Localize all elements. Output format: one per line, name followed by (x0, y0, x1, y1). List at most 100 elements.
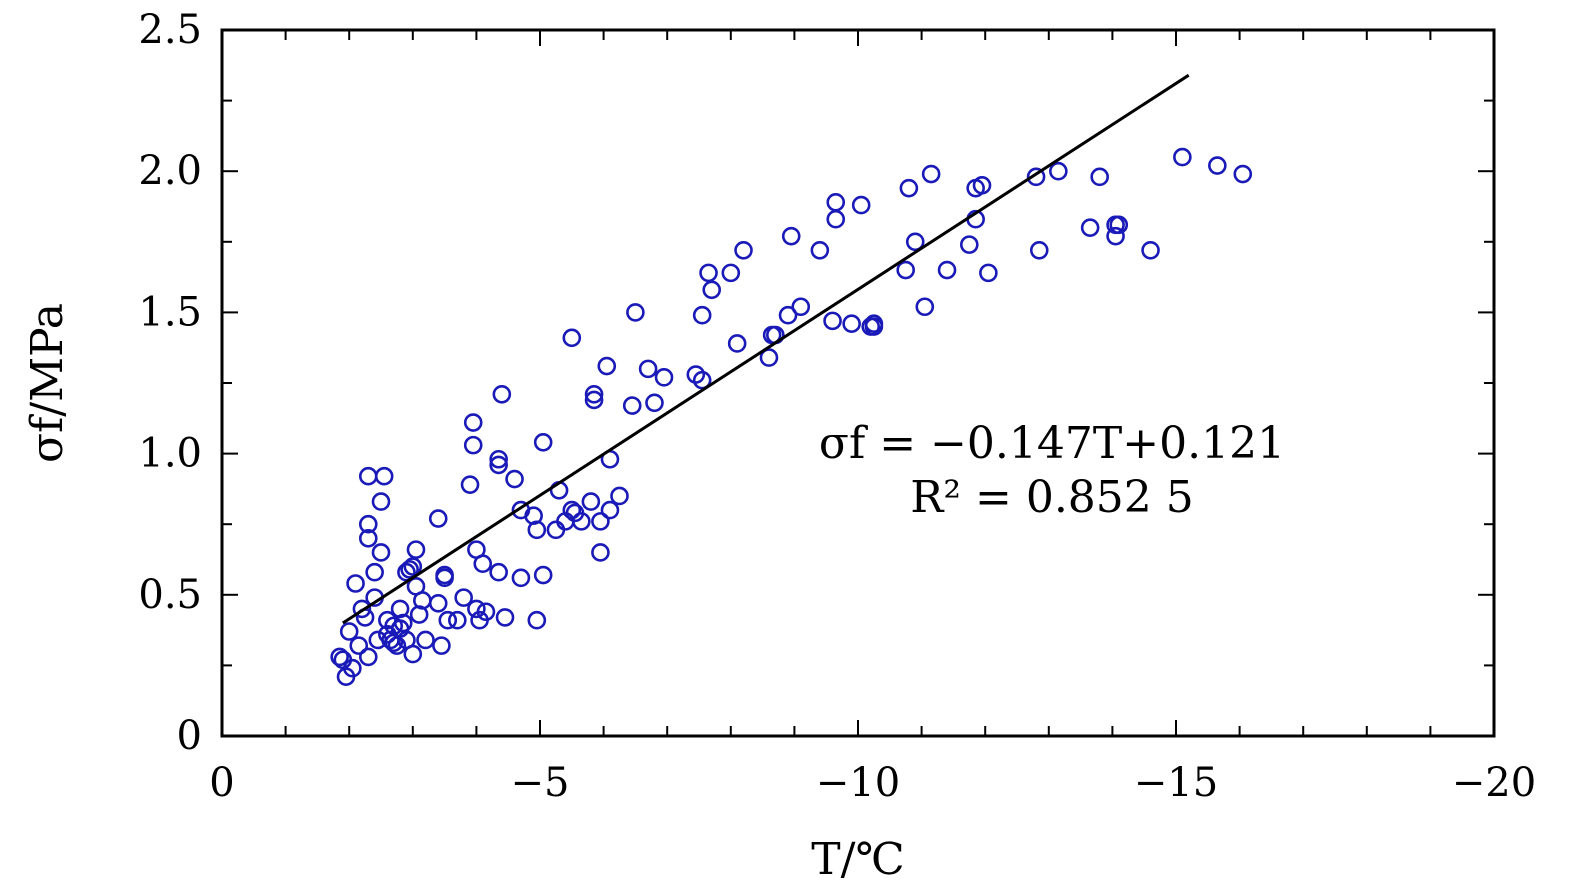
data-point (371, 492, 391, 511)
data-point (489, 449, 508, 469)
data-point (473, 554, 493, 574)
data-point (467, 599, 486, 619)
data-point (358, 647, 378, 667)
data-point (511, 568, 531, 588)
data-point (591, 543, 610, 562)
data-point (454, 588, 473, 607)
data-point (403, 557, 423, 576)
data-point (915, 297, 935, 317)
data-point (428, 509, 448, 528)
data-point (638, 359, 658, 379)
data-point (584, 384, 604, 404)
data-point (778, 305, 798, 325)
annotation-r-squared: R² = 0.852 5 (910, 472, 1194, 523)
data-point (600, 500, 620, 520)
data-point (349, 636, 369, 655)
data-point (416, 630, 435, 650)
data-point (626, 303, 645, 322)
data-point (1049, 161, 1068, 181)
data-point (533, 565, 553, 585)
data-point (645, 393, 664, 413)
data-point (463, 435, 483, 455)
data-point (979, 263, 998, 283)
data-point (921, 164, 941, 184)
data-point (734, 240, 753, 260)
y-tick-label: 1.5 (138, 289, 202, 335)
data-point (527, 610, 547, 630)
x-tick-label: −5 (511, 760, 570, 806)
tick-marks (221, 29, 1494, 737)
data-point (358, 514, 378, 534)
x-tick-label: −10 (816, 760, 900, 806)
plot-frame (220, 28, 1496, 738)
y-tick-label: 2.0 (138, 148, 202, 194)
data-point (692, 370, 712, 390)
data-point (759, 348, 779, 367)
data-point (463, 413, 483, 432)
data-point (842, 314, 861, 333)
data-point (899, 178, 919, 198)
data-point (1208, 156, 1227, 175)
data-point (562, 500, 582, 520)
data-point (791, 297, 811, 317)
x-axis-title: T/℃ (811, 834, 904, 885)
data-point (448, 610, 467, 630)
y-tick-labels: 0 0.5 1.0 1.5 2.0 2.5 (138, 7, 202, 759)
data-point (435, 565, 454, 585)
data-point (476, 602, 496, 622)
data-point (365, 562, 384, 582)
data-point (346, 574, 365, 593)
data-point (721, 263, 741, 283)
data-point (489, 562, 508, 582)
data-point (1173, 147, 1192, 167)
data-point (406, 540, 426, 559)
data-point (826, 209, 846, 229)
data-point (330, 647, 349, 667)
y-axis-title: σf/MPa (22, 303, 73, 463)
data-point (438, 610, 458, 630)
data-point (495, 608, 515, 627)
data-point (905, 232, 925, 252)
data-point (1090, 167, 1109, 187)
data-point (810, 240, 830, 260)
data-point (692, 305, 712, 325)
data-point (562, 328, 582, 348)
data-point (610, 486, 629, 506)
data-point (1106, 226, 1125, 246)
data-point (622, 396, 642, 415)
data-point (1026, 167, 1046, 187)
data-point (581, 492, 601, 511)
data-point (371, 543, 391, 562)
data-point (702, 280, 722, 300)
data-point (343, 658, 362, 678)
data-point (864, 317, 884, 336)
data-point (699, 263, 718, 283)
data-point (533, 433, 553, 452)
data-point (527, 520, 547, 540)
annotation-equation: σf = −0.147T+0.121 (819, 418, 1285, 469)
data-point (1141, 240, 1160, 260)
data-point (896, 260, 916, 280)
data-point (460, 475, 480, 494)
data-point (1080, 218, 1100, 237)
data-point (546, 520, 566, 540)
data-point (374, 466, 394, 486)
data-point (781, 226, 801, 246)
data-point (492, 384, 512, 404)
data-point (393, 613, 413, 633)
data-point (352, 599, 372, 619)
data-point (432, 636, 451, 655)
data-point (339, 622, 359, 641)
data-point (972, 176, 992, 195)
data-point (597, 356, 617, 376)
data-point (505, 469, 524, 489)
y-tick-label: 1.0 (138, 431, 202, 477)
data-point (1233, 164, 1253, 184)
data-point (387, 636, 407, 655)
x-tick-label: −20 (1452, 760, 1536, 806)
data-point (823, 311, 842, 331)
data-point (400, 560, 419, 579)
y-tick-label: 0 (177, 713, 202, 759)
data-points (330, 147, 1253, 686)
